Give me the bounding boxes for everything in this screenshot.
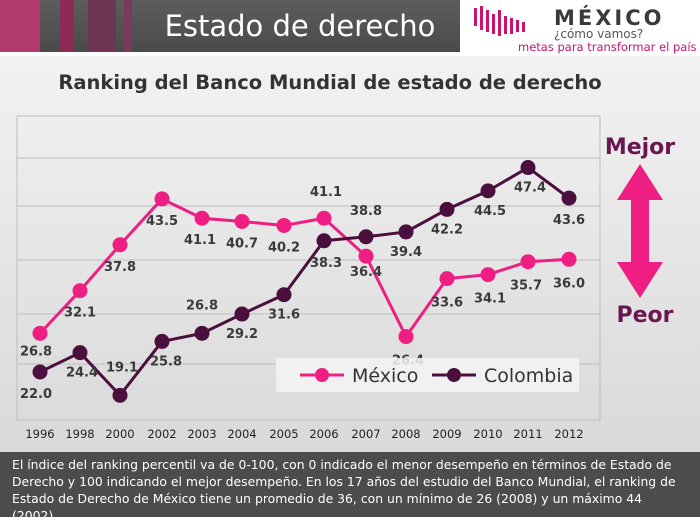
- data-label: 36.0: [553, 276, 585, 291]
- x-tick-label: 2006: [309, 427, 338, 441]
- x-tick-label: 2004: [227, 427, 256, 441]
- data-point: [439, 201, 455, 217]
- decor-stripe: [88, 0, 116, 52]
- legend-label: México: [352, 365, 418, 387]
- data-point: [112, 387, 128, 403]
- x-tick-label: 2009: [432, 427, 461, 441]
- data-point: [398, 329, 414, 345]
- data-label: 43.6: [553, 213, 585, 228]
- data-label: 32.1: [64, 306, 96, 321]
- x-tick-label: 2011: [513, 427, 542, 441]
- data-point: [316, 210, 332, 226]
- title-band: Estado de derecho: [0, 0, 460, 52]
- logo-name: MÉXICO: [554, 6, 665, 30]
- data-label: 29.2: [226, 327, 258, 342]
- data-point: [520, 254, 536, 270]
- data-point: [439, 271, 455, 287]
- indicator-bottom-label: Peor: [616, 303, 673, 328]
- data-point: [32, 364, 48, 380]
- x-tick-label: 2007: [351, 427, 380, 441]
- data-point: [72, 283, 88, 299]
- data-label: 39.4: [390, 245, 422, 260]
- data-label: 47.4: [514, 181, 546, 196]
- data-point: [72, 345, 88, 361]
- page-title: Estado de derecho: [164, 9, 436, 43]
- x-tick-label: 2012: [554, 427, 583, 441]
- data-label: 24.4: [66, 366, 98, 381]
- legend-swatch-marker: [315, 368, 329, 382]
- data-point: [234, 306, 250, 322]
- data-point: [561, 190, 577, 206]
- x-tick-label: 1996: [25, 427, 54, 441]
- data-point: [480, 183, 496, 199]
- double-arrow-icon: [617, 164, 663, 298]
- data-point: [561, 251, 577, 267]
- legend-label: Colombia: [484, 365, 573, 387]
- decor-stripe: [60, 0, 74, 52]
- data-point: [276, 217, 292, 233]
- data-label: 41.1: [310, 185, 342, 200]
- logo-bars-icon: [474, 6, 525, 36]
- data-label: 42.2: [431, 222, 463, 237]
- logo: MÉXICO ¿cómo vamos? metas para transform…: [470, 2, 700, 54]
- data-label: 22.0: [20, 387, 52, 402]
- footer-note: El índice del ranking percentil va de 0-…: [0, 452, 700, 523]
- header: Estado de derecho MÉXICO ¿cómo vamos? me…: [0, 0, 700, 56]
- x-tick-label: 2003: [187, 427, 216, 441]
- data-point: [480, 267, 496, 283]
- data-point: [316, 233, 332, 249]
- data-label: 38.8: [350, 204, 382, 219]
- data-point: [520, 160, 536, 176]
- x-tick-label: 2005: [269, 427, 298, 441]
- legend-swatch-marker: [447, 368, 461, 382]
- data-point: [398, 224, 414, 240]
- data-label: 26.8: [186, 298, 218, 313]
- data-point: [112, 237, 128, 253]
- data-point: [32, 325, 48, 341]
- data-point: [194, 325, 210, 341]
- data-point: [276, 287, 292, 303]
- data-label: 40.2: [268, 240, 300, 255]
- data-label: 40.7: [226, 236, 258, 251]
- x-tick-label: 2000: [105, 427, 134, 441]
- data-label: 35.7: [510, 279, 542, 294]
- data-label: 44.5: [474, 204, 506, 219]
- data-label: 43.5: [146, 214, 178, 229]
- logo-subtitle: ¿cómo vamos?: [554, 27, 644, 41]
- data-label: 37.8: [104, 260, 136, 275]
- line-chart: Ranking del Banco Mundial de estado de d…: [16, 71, 675, 441]
- x-tick-label: 2008: [391, 427, 420, 441]
- data-point: [194, 210, 210, 226]
- chart-title: Ranking del Banco Mundial de estado de d…: [58, 71, 601, 94]
- data-point: [358, 229, 374, 245]
- data-point: [234, 213, 250, 229]
- x-tick-label: 1998: [65, 427, 94, 441]
- data-point: [358, 248, 374, 264]
- decor-stripe: [0, 0, 40, 52]
- data-label: 36.4: [350, 265, 382, 280]
- data-label: 19.1: [106, 360, 138, 375]
- data-point: [154, 333, 170, 349]
- indicator-top-label: Mejor: [605, 135, 675, 160]
- data-label: 31.6: [268, 308, 300, 323]
- data-label: 34.1: [474, 292, 506, 307]
- decor-stripe: [124, 0, 132, 52]
- data-label: 38.3: [310, 256, 342, 271]
- x-tick-label: 2010: [473, 427, 502, 441]
- data-label: 33.6: [431, 296, 463, 311]
- data-label: 41.1: [184, 233, 216, 248]
- data-point: [154, 191, 170, 207]
- logo-tagline: metas para transformar el país: [518, 40, 697, 54]
- data-label: 26.8: [20, 344, 52, 359]
- chart-panel: Ranking del Banco Mundial de estado de d…: [0, 56, 700, 452]
- data-label: 25.8: [150, 354, 182, 369]
- x-tick-label: 2002: [147, 427, 176, 441]
